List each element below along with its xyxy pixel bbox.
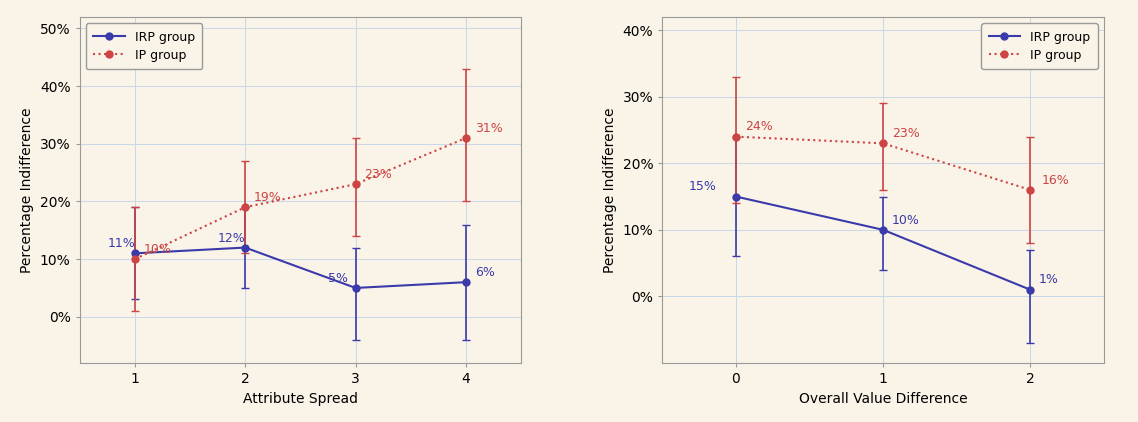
Text: 16%: 16% bbox=[1042, 173, 1070, 187]
Y-axis label: Percentage Indifference: Percentage Indifference bbox=[20, 107, 34, 273]
Text: 10%: 10% bbox=[892, 214, 920, 227]
Text: 19%: 19% bbox=[254, 191, 282, 204]
Text: 23%: 23% bbox=[892, 127, 920, 140]
Text: 1%: 1% bbox=[1039, 273, 1059, 287]
Text: 11%: 11% bbox=[107, 238, 135, 250]
Text: 15%: 15% bbox=[688, 180, 717, 193]
Y-axis label: Percentage Indifference: Percentage Indifference bbox=[603, 107, 617, 273]
Text: 6%: 6% bbox=[475, 266, 495, 279]
X-axis label: Overall Value Difference: Overall Value Difference bbox=[799, 392, 967, 406]
Legend: IRP group, IP group: IRP group, IP group bbox=[85, 23, 203, 69]
Text: 24%: 24% bbox=[744, 120, 773, 133]
Text: 10%: 10% bbox=[143, 243, 172, 256]
Text: 12%: 12% bbox=[217, 232, 246, 245]
X-axis label: Attribute Spread: Attribute Spread bbox=[242, 392, 357, 406]
Text: 23%: 23% bbox=[364, 168, 393, 181]
Legend: IRP group, IP group: IRP group, IP group bbox=[981, 23, 1098, 69]
Text: 5%: 5% bbox=[328, 272, 348, 285]
Text: 31%: 31% bbox=[475, 122, 503, 135]
